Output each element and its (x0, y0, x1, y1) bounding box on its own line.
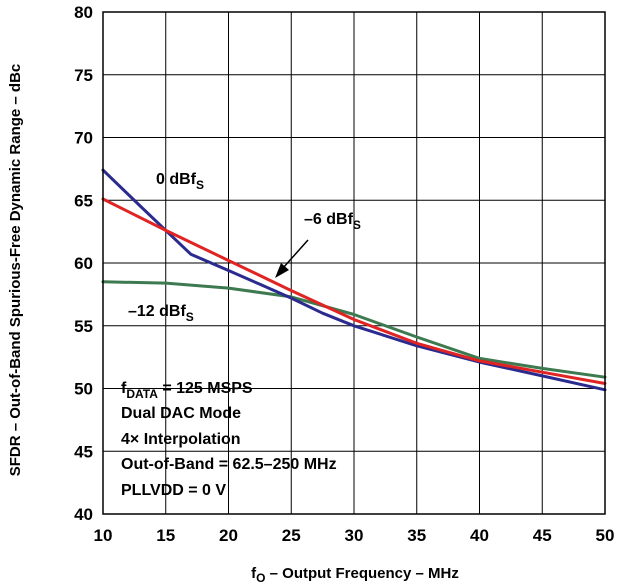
annotation-arrow-line (282, 239, 309, 269)
y-tick-label: 40 (74, 505, 93, 524)
x-axis-label-sub: O (256, 571, 265, 585)
y-tick-label: 65 (74, 191, 93, 210)
y-tick-label: 75 (74, 66, 93, 85)
series-label-minus6dbfs: –6 dBfS (304, 211, 361, 232)
y-tick-label: 45 (74, 442, 93, 461)
y-tick-label: 55 (74, 317, 93, 336)
y-tick-label: 50 (74, 380, 93, 399)
x-tick-label: 15 (156, 526, 175, 545)
x-tick-label: 20 (219, 526, 238, 545)
conditions-block: fDATA = 125 MSPS Dual DAC Mode 4× Interp… (121, 380, 337, 499)
x-tick-label: 40 (470, 526, 489, 545)
x-tick-label: 25 (282, 526, 301, 545)
x-tick-label: 50 (596, 526, 615, 545)
x-tick-label: 30 (345, 526, 364, 545)
y-tick-labels: 40 45 50 55 60 65 70 75 80 (74, 3, 93, 524)
series-line-minus6dbfs (101, 197, 607, 385)
x-axis-label: fO – Output Frequency – MHz (251, 565, 459, 585)
x-tick-labels: 10 15 20 25 30 35 40 45 50 (94, 526, 615, 545)
condition-fdata: fDATA = 125 MSPS (121, 380, 253, 401)
x-axis-label-prefix: f (251, 565, 257, 582)
y-tick-label: 70 (74, 129, 93, 148)
plot-frame (102, 11, 606, 515)
series-line-minus12dbfs (101, 280, 607, 379)
y-axis-label: SFDR – Out-of-Band Spurious-Free Dynamic… (7, 64, 24, 477)
x-tick-label: 10 (94, 526, 113, 545)
x-axis-label-rest: – Output Frequency – MHz (265, 565, 458, 582)
series-label-minus12dbfs: –12 dBfS (128, 303, 194, 324)
y-tick-label: 60 (74, 254, 93, 273)
annotation-arrowhead (275, 263, 289, 278)
x-tick-label: 35 (407, 526, 426, 545)
condition-dual-dac: Dual DAC Mode (121, 405, 241, 422)
condition-pllvdd: PLLVDD = 0 V (121, 482, 226, 499)
series-label-0dbfs: 0 dBfS (156, 171, 204, 192)
y-tick-label: 80 (74, 3, 93, 22)
x-tick-label: 45 (533, 526, 552, 545)
condition-out-of-band: Out-of-Band = 62.5–250 MHz (121, 456, 337, 473)
condition-interpolation: 4× Interpolation (121, 431, 241, 448)
series-lines (101, 168, 607, 392)
